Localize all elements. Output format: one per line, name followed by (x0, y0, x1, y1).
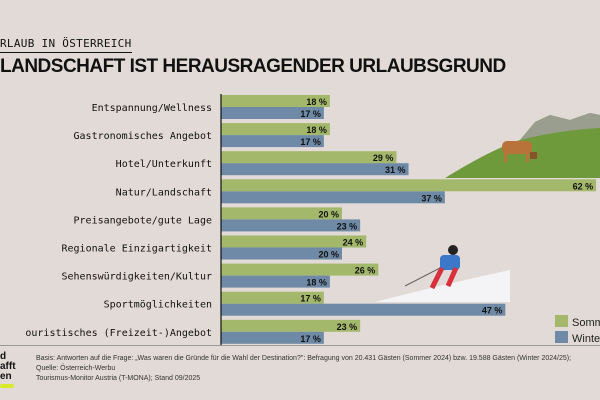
value-label: 20 % (318, 209, 339, 219)
value-label: 62 % (573, 181, 594, 191)
category-label: Gastronomisches Angebot (74, 131, 212, 142)
page-title: LANDSCHAFT IST HERAUSRAGENDER URLAUBSGRU… (0, 56, 506, 77)
summer-bar (221, 319, 361, 332)
summer-bar (221, 123, 330, 136)
winter-bar (221, 275, 330, 288)
legend-swatch-winter (555, 331, 568, 343)
winter-bar (221, 247, 342, 260)
summer-bar (221, 179, 597, 192)
meadow-cow-image (445, 113, 600, 178)
winter-bar (221, 163, 409, 176)
value-label: 23 % (337, 322, 358, 332)
value-label: 18 % (306, 97, 327, 107)
category-label: Sehenswürdigkeiten/Kultur (61, 272, 212, 283)
footnote-line: Tourismus-Monitor Austria (T-MONA); Stan… (36, 375, 201, 382)
legend-label-summer: Somm (572, 317, 600, 329)
divider (0, 345, 600, 346)
winter-bar (221, 219, 361, 232)
value-label: 29 % (373, 153, 394, 163)
skier-snow-image (375, 245, 510, 302)
legend-label-winter: Winte (572, 333, 600, 345)
winter-bar (221, 135, 324, 148)
logo-line: en (0, 371, 12, 382)
summer-bar (221, 151, 397, 164)
value-label: 17 % (300, 137, 321, 147)
summer-bar (221, 207, 342, 220)
category-label: Natur/Landschaft (116, 187, 212, 198)
winter-bar (221, 107, 324, 119)
logo: d afft en (0, 352, 16, 388)
category-label: Preisangebote/gute Lage (74, 215, 212, 226)
logo-line: afft (0, 361, 16, 372)
category-label: Sportmöglichkeiten (104, 300, 212, 311)
value-label: 47 % (482, 306, 503, 316)
winter-bar (221, 191, 445, 204)
winter-bar (221, 331, 324, 344)
bar-chart: Entspannung/Wellness 18 % 17 % Gastronomisc… (25, 94, 600, 345)
category-label: Hotel/Unterkunft (116, 159, 212, 170)
category-label: Entspannung/Wellness (92, 103, 212, 114)
footnote-line: Basis: Antworten auf die Frage: „Was war… (36, 355, 572, 372)
value-label: 17 % (300, 334, 321, 344)
legend: Somm Winte (555, 315, 600, 345)
logo-line: d (0, 351, 7, 362)
value-label: 17 % (300, 109, 321, 119)
value-label: 37 % (421, 193, 442, 203)
summer-bar (221, 263, 379, 276)
category-label: Regionale Einzigartigkeit (61, 244, 212, 255)
summer-bar (221, 235, 367, 248)
value-label: 18 % (306, 125, 327, 135)
kicker: RLAUB IN ÖSTERREICH (0, 37, 132, 53)
summer-bar (221, 95, 330, 107)
summer-bar (221, 291, 324, 304)
value-label: 31 % (385, 165, 406, 175)
value-label: 20 % (318, 250, 339, 260)
category-label: ouristisches (Freizeit-)Angebot (25, 328, 212, 339)
footnote: Basis: Antworten auf die Frage: „Was war… (36, 354, 592, 384)
value-label: 18 % (306, 278, 327, 288)
value-label: 26 % (355, 266, 376, 276)
value-label: 17 % (300, 294, 321, 304)
value-label: 23 % (337, 221, 358, 231)
value-label: 24 % (343, 238, 364, 248)
legend-swatch-summer (555, 315, 568, 327)
winter-bar (221, 303, 506, 316)
logo-badge (0, 384, 14, 388)
